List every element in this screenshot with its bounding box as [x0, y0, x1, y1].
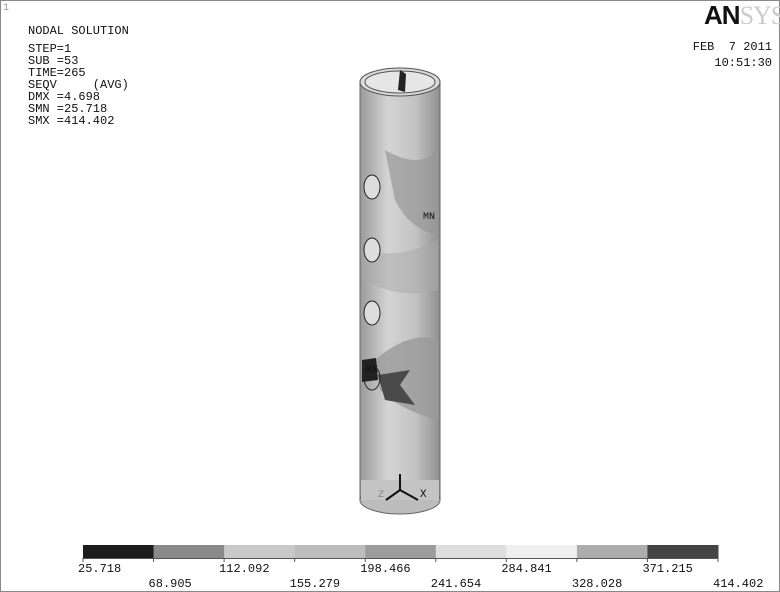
legend-swatch: [577, 545, 648, 558]
hole: [364, 301, 380, 325]
model: MN MX Z X: [360, 68, 440, 514]
legend-swatch: [506, 545, 577, 558]
legend-label: 284.841: [501, 562, 551, 576]
window-number: 1: [3, 3, 9, 14]
time: 10:51:30: [714, 56, 772, 70]
ansys-window: 1 NODAL SOLUTIONSTEP=1SUB =53TIME=265SEQ…: [0, 0, 780, 592]
max-label: MX: [366, 365, 378, 376]
min-label: MN: [423, 212, 435, 223]
legend-swatch: [436, 545, 507, 558]
legend-swatch: [224, 545, 295, 558]
legend-label: 414.402: [713, 577, 763, 591]
hole: [364, 175, 380, 199]
hole: [364, 238, 380, 262]
legend-label: 25.718: [78, 562, 121, 576]
legend-swatch: [295, 545, 366, 558]
legend-label: 68.905: [149, 577, 192, 591]
legend-label: 112.092: [219, 562, 269, 576]
legend-label: 328.028: [572, 577, 622, 591]
logo-bold: AN: [704, 0, 740, 30]
info-line: SMX =414.402: [28, 114, 114, 128]
date: FEB 7 2011: [693, 40, 772, 54]
legend-swatch: [83, 545, 154, 558]
legend-swatch: [365, 545, 436, 558]
logo-light: SYS: [740, 1, 780, 30]
triad-z-label: Z: [378, 490, 384, 501]
legend-swatch: [647, 545, 718, 558]
legend-label: 241.654: [431, 577, 481, 591]
legend-swatch: [154, 545, 225, 558]
triad-x-label: X: [420, 489, 427, 501]
legend-label: 198.466: [360, 562, 410, 576]
logo: ANSYS: [704, 0, 780, 30]
legend-label: 371.215: [642, 562, 692, 576]
legend-label: 155.279: [290, 577, 340, 591]
info-line: NODAL SOLUTION: [28, 24, 129, 38]
